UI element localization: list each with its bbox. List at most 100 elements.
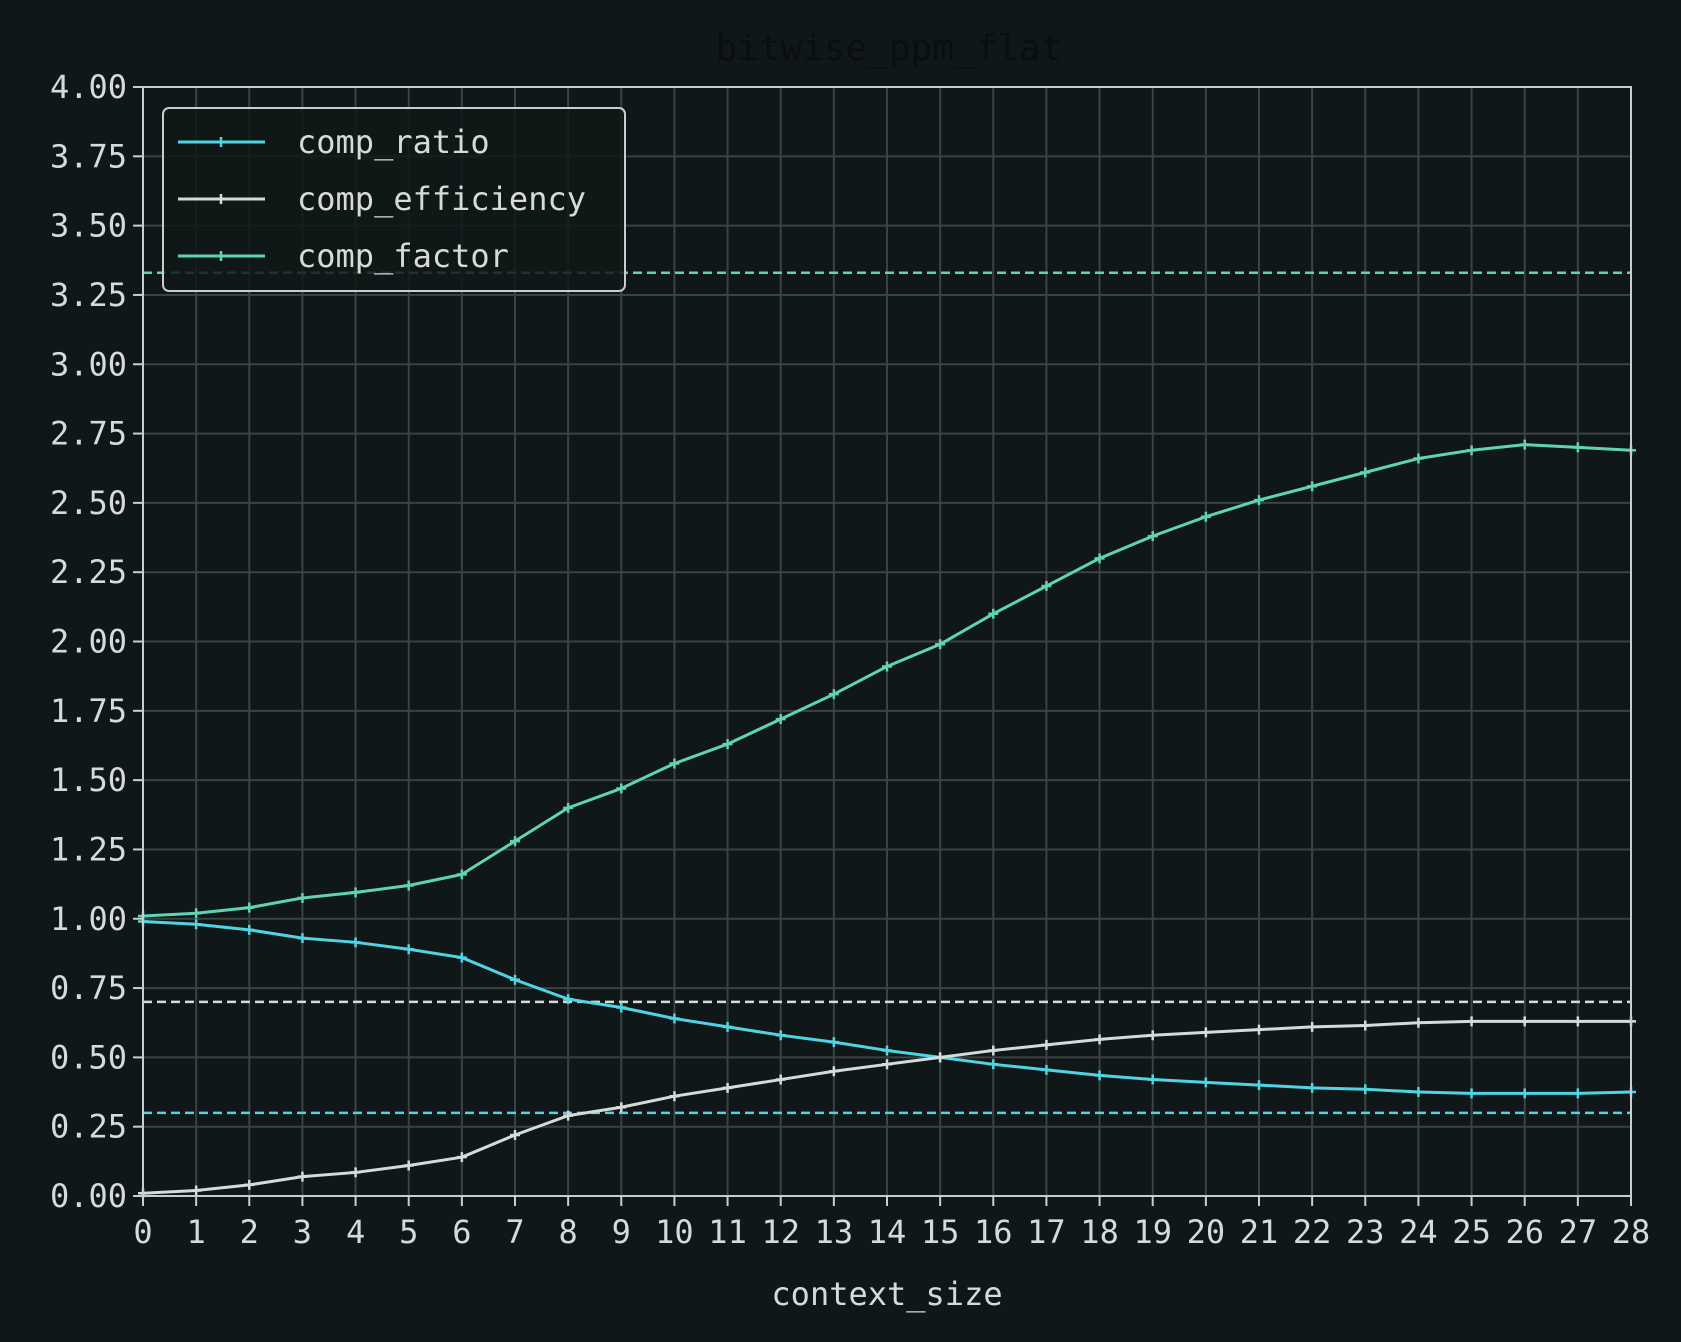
data-point-marker [563, 802, 574, 813]
y-tick-label: 1.25 [50, 830, 127, 868]
data-point-marker [1200, 511, 1211, 522]
data-point-marker [722, 739, 733, 750]
legend-marker [216, 137, 226, 147]
data-point-marker [775, 1030, 786, 1041]
x-tick-label: 2 [240, 1213, 259, 1251]
x-tick-label: 4 [346, 1213, 365, 1251]
y-tick-label: 3.00 [50, 345, 127, 383]
data-point-marker [1200, 1077, 1211, 1088]
data-point-marker [1360, 1020, 1371, 1031]
data-point-marker [1254, 495, 1264, 506]
x-tick-label: 3 [293, 1213, 312, 1251]
x-tick-label: 28 [1612, 1213, 1651, 1251]
data-point-marker [1519, 439, 1530, 450]
data-point-marker [722, 1021, 733, 1032]
data-point-marker [1094, 1034, 1105, 1045]
data-point-marker [403, 944, 414, 955]
data-point-marker [1572, 442, 1583, 453]
data-point-marker [988, 1045, 999, 1056]
series-comp-efficiency [138, 1016, 1636, 1199]
data-point-marker [1094, 1070, 1105, 1081]
data-point-marker [988, 1059, 999, 1070]
data-point-marker [669, 1013, 680, 1024]
x-tick-label: 1 [187, 1213, 206, 1251]
data-point-marker [616, 783, 627, 794]
data-point-marker [191, 919, 202, 930]
y-tick-label: 0.25 [50, 1108, 127, 1146]
x-tick-label: 18 [1080, 1213, 1119, 1251]
data-point-marker [1413, 1087, 1424, 1098]
series-comp-factor [138, 439, 1636, 921]
x-tick-label: 27 [1559, 1213, 1598, 1251]
data-point-marker [1307, 481, 1318, 492]
data-point-marker [244, 924, 255, 935]
x-tick-label: 26 [1505, 1213, 1544, 1251]
x-tick-label: 21 [1240, 1213, 1279, 1251]
legend-label: comp_efficiency [297, 180, 586, 218]
data-point-marker [775, 714, 786, 725]
data-point-marker [563, 994, 574, 1005]
data-point-marker [510, 1130, 520, 1141]
reference-lines [143, 271, 1631, 1115]
x-tick-label: 24 [1399, 1213, 1438, 1251]
y-tick-label: 3.75 [50, 137, 127, 175]
data-point-marker [191, 908, 202, 919]
data-point-marker [297, 892, 308, 903]
y-tick-label: 4.00 [50, 68, 127, 106]
x-tick-label: 7 [505, 1213, 524, 1251]
data-point-marker [403, 880, 414, 891]
y-tick-label: 0.50 [50, 1038, 127, 1076]
data-point-marker [1519, 1088, 1530, 1099]
data-point-marker [456, 1152, 467, 1163]
data-point-marker [1307, 1082, 1318, 1093]
y-tick-label: 2.00 [50, 623, 127, 661]
legend: comp_ratio comp_efficiency comp_factor [162, 107, 626, 292]
x-tick-label: 22 [1293, 1213, 1332, 1251]
x-tick-label: 20 [1187, 1213, 1226, 1251]
data-point-marker [1147, 1074, 1158, 1085]
data-point-marker [297, 933, 308, 944]
data-point-marker [1147, 531, 1158, 542]
x-tick-label: 0 [133, 1213, 152, 1251]
data-point-marker [988, 608, 999, 619]
data-point-marker [935, 639, 946, 650]
y-tick-label: 1.00 [50, 900, 127, 938]
legend-marker [216, 251, 226, 261]
data-point-marker [1307, 1021, 1318, 1032]
data-point-marker [350, 887, 361, 898]
x-tick-label: 19 [1133, 1213, 1172, 1251]
data-point-marker [828, 689, 839, 700]
data-point-marker [1254, 1024, 1264, 1035]
data-point-marker [1200, 1027, 1211, 1038]
data-point-marker [1572, 1088, 1583, 1099]
data-point-marker [669, 758, 680, 769]
x-tick-label: 17 [1027, 1213, 1066, 1251]
x-tick-label: 13 [815, 1213, 854, 1251]
data-point-marker [456, 869, 467, 880]
y-tick-label: 0.00 [50, 1177, 127, 1215]
data-point-marker [882, 661, 892, 672]
y-tick-label: 2.25 [50, 553, 127, 591]
data-point-marker [1254, 1080, 1264, 1091]
data-point-marker [350, 937, 361, 948]
x-tick-label: 11 [708, 1213, 747, 1251]
series-lines [138, 439, 1636, 1199]
data-point-marker [935, 1052, 946, 1063]
legend-label: comp_factor [297, 237, 509, 275]
y-tick-label: 1.50 [50, 761, 127, 799]
x-tick-label: 8 [559, 1213, 578, 1251]
data-point-marker [1041, 1064, 1052, 1075]
data-point-marker [775, 1074, 786, 1085]
data-point-marker [297, 1171, 308, 1182]
data-point-marker [1147, 1030, 1158, 1041]
x-tick-label: 9 [612, 1213, 631, 1251]
x-axis-label: context_size [771, 1275, 1002, 1313]
x-tick-label: 6 [452, 1213, 471, 1251]
data-point-marker [828, 1066, 839, 1077]
data-point-marker [244, 1179, 255, 1190]
legend-label: comp_ratio [297, 123, 490, 161]
data-point-marker [1413, 453, 1424, 464]
y-tick-label: 2.75 [50, 415, 127, 453]
x-tick-label: 15 [921, 1213, 960, 1251]
